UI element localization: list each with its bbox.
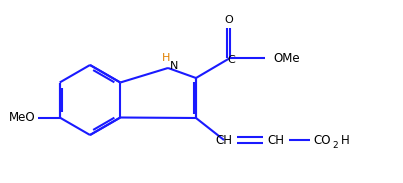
Text: OMe: OMe <box>274 51 300 64</box>
Text: H: H <box>341 135 349 147</box>
Text: 2: 2 <box>332 141 338 150</box>
Text: N: N <box>170 61 179 71</box>
Text: CH: CH <box>268 135 285 147</box>
Text: CO: CO <box>313 135 331 147</box>
Text: H: H <box>162 53 170 63</box>
Text: C: C <box>227 55 235 65</box>
Text: MeO: MeO <box>8 111 35 124</box>
Text: CH: CH <box>216 135 233 147</box>
Text: O: O <box>224 15 233 25</box>
